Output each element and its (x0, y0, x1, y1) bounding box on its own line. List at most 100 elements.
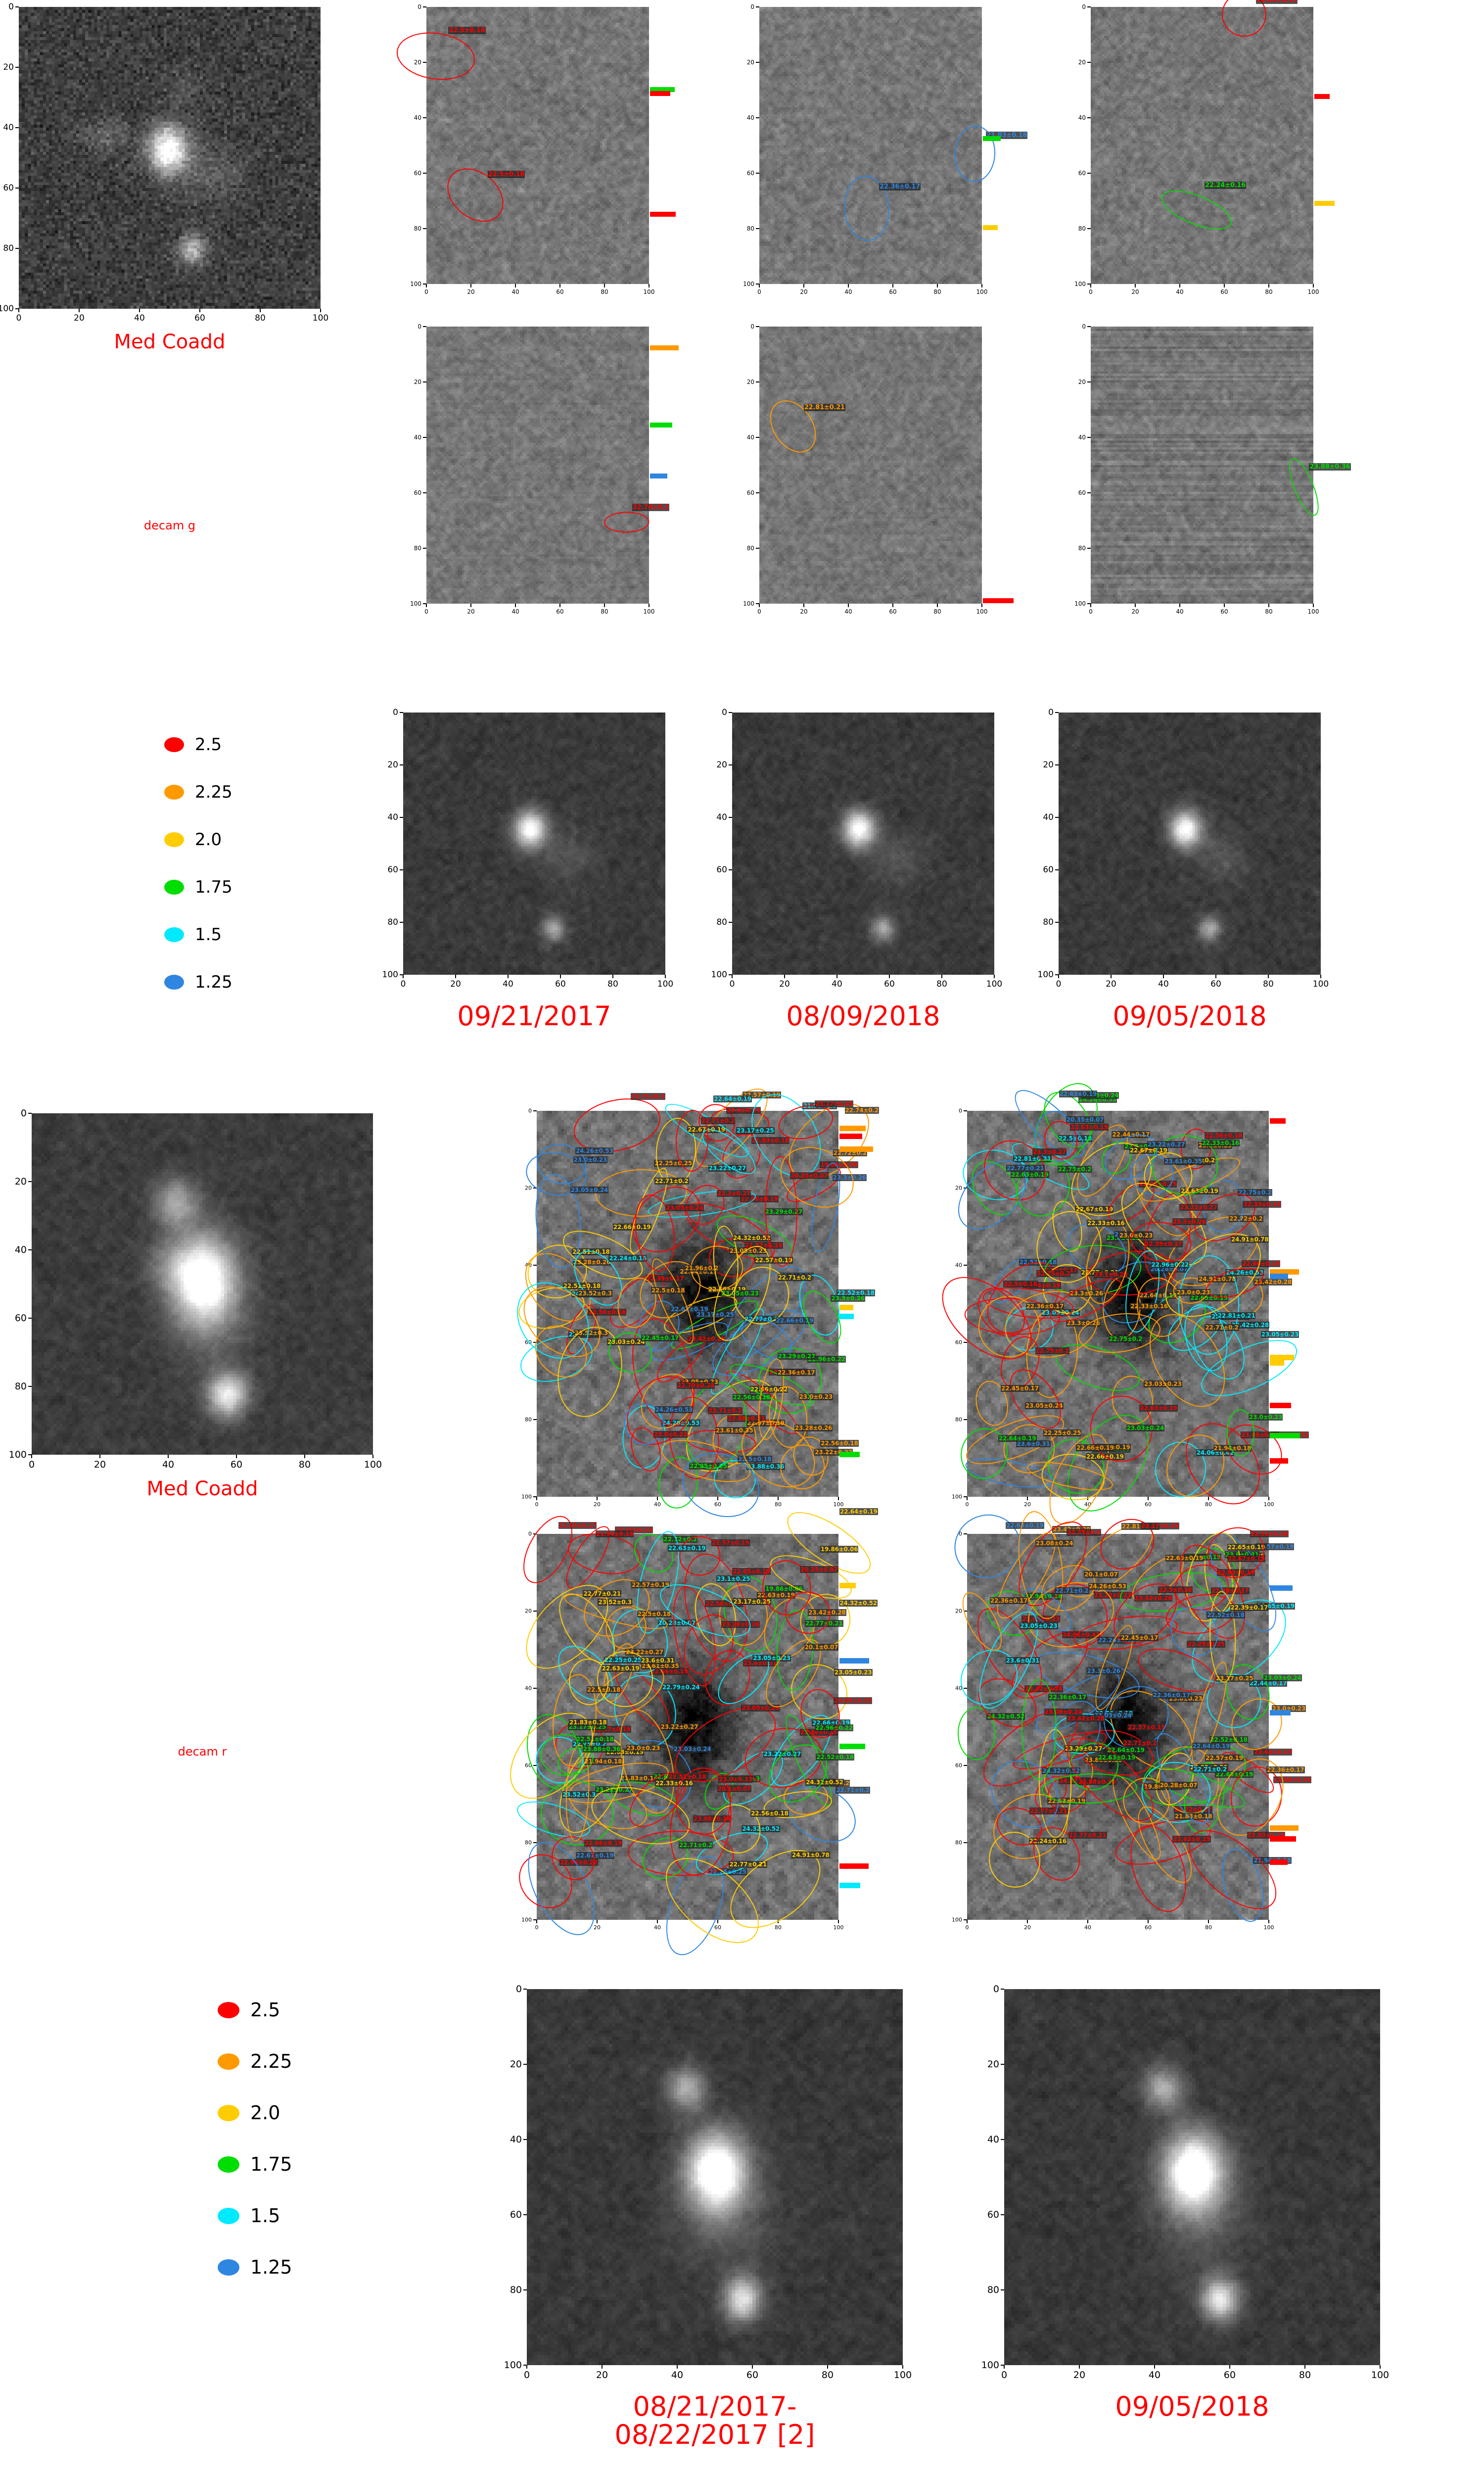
y-tick-label: 80 (716, 917, 727, 927)
magnitude-label: 23.42±0.28 (1024, 1685, 1063, 1693)
x-tick-label: 80 (255, 313, 266, 323)
magnitude-label: 22.72±0.2 (663, 1536, 698, 1543)
edge-marker-bar (1270, 1859, 1288, 1865)
y-tick-label: 40 (1078, 434, 1086, 441)
magnitude-label: 22.67±0.19 (1075, 1206, 1114, 1213)
edge-marker-bar (839, 1583, 856, 1589)
magnitude-label: 22.81±0.21 (803, 404, 845, 412)
magnitude-label: 24.32±0.52 (732, 1234, 771, 1241)
magnitude-label: 23.22±0.27 (708, 1165, 747, 1172)
magnitude-label: 22.77±0.21 (744, 1316, 783, 1323)
science-panel-r-1[interactable] (1004, 1989, 1380, 2365)
x-tick-label: 80 (933, 288, 941, 295)
magnitude-label: 22.57±0.19 (631, 1581, 670, 1589)
edge-marker-bar (1270, 1360, 1285, 1366)
magnitude-label: 22.96±0.22 (807, 1355, 846, 1363)
magnitude-label: 22.56±0.18 (820, 1439, 859, 1447)
diff-panel-g-r2-1[interactable] (759, 327, 982, 604)
x-tick-label: 40 (844, 288, 852, 295)
magnitude-label: 21.83±0.18 (569, 1719, 607, 1726)
y-tick-label: 100 (521, 1916, 532, 1923)
x-tick-label: 60 (884, 979, 895, 989)
epoch-label-g-0: 09/21/2017 (457, 1000, 611, 1032)
edge-marker-bar (1270, 1354, 1294, 1360)
magnitude-label: 22.5±0.18 (586, 1686, 621, 1694)
magnitude-label: 23.42±0.28 (808, 1609, 846, 1616)
magnitude-label: 24.32±0.52 (805, 1779, 844, 1786)
magnitude-label: 23.05±0.23 (729, 1247, 768, 1255)
magnitude-label: 24.91±0.78 (791, 1852, 830, 1859)
edge-marker-bar (1270, 1585, 1293, 1591)
magnitude-label: 22.77±0.21 (805, 1620, 843, 1627)
y-tick-label: 0 (959, 1530, 962, 1537)
science-panel-r-0[interactable] (527, 1989, 903, 2365)
y-tick-label: 20 (414, 379, 421, 385)
edge-marker-bar (839, 1313, 854, 1319)
coadd-caption-r: Med Coadd (146, 1477, 258, 1500)
magnitude-label: 22.67±0.19 (1227, 1555, 1266, 1563)
legend-color-swatch (218, 2259, 239, 2276)
magnitude-label: 22.39±0.17 (1211, 1587, 1250, 1595)
y-tick-label: 80 (1078, 225, 1086, 232)
diff-panel-g-r1-0[interactable] (426, 7, 649, 284)
x-tick-label: 100 (1307, 608, 1319, 615)
diff-panel-g-r1-2[interactable] (1091, 7, 1313, 284)
legend-color-swatch (164, 975, 184, 990)
magnitude-label: 22.36±0.17 (1152, 1691, 1191, 1699)
y-tick-label: 20 (955, 1608, 962, 1615)
x-tick-label: 20 (467, 288, 475, 295)
coadd-panel-g[interactable] (19, 7, 321, 309)
legend-color-swatch (164, 737, 184, 752)
diff-panel-r-r1-1[interactable] (967, 1111, 1269, 1497)
magnitude-label: 23.08±0.24 (1035, 1540, 1074, 1547)
x-tick-label: 60 (746, 2370, 759, 2380)
x-tick-label: 40 (1084, 1501, 1091, 1508)
magnitude-label: 23.52±0.3 (574, 1329, 608, 1336)
edge-marker-bar (839, 1883, 860, 1889)
magnitude-label: 22.71±0.2 (777, 1274, 812, 1282)
edge-marker-bar (1270, 1433, 1300, 1439)
diff-panel-g-r2-0[interactable] (426, 327, 649, 604)
x-tick-label: 0 (729, 979, 735, 989)
y-tick-label: 60 (955, 1762, 962, 1769)
x-tick-label: 80 (1205, 1501, 1212, 1508)
legend-item: 2.25 (218, 2050, 292, 2072)
science-panel-g-1[interactable] (732, 713, 994, 975)
legend-item: 1.25 (164, 972, 232, 992)
y-tick-label: 0 (8, 2, 14, 12)
legend-color-swatch (164, 832, 184, 847)
diff-panel-g-r2-2[interactable] (1091, 327, 1313, 604)
y-tick-label: 40 (525, 1685, 532, 1692)
magnitude-label: 22.65±0.19 (732, 1568, 771, 1575)
science-panel-g-0[interactable] (403, 713, 665, 975)
x-tick-label: 80 (1298, 2370, 1311, 2380)
x-tick-label: 20 (1024, 1924, 1031, 1931)
magnitude-label: 22.63±0.19 (601, 1665, 640, 1672)
x-tick-label: 60 (555, 979, 566, 989)
magnitude-label: 22.52±0.18 (1206, 1612, 1245, 1619)
y-tick-label: 20 (414, 59, 421, 66)
legend-label: 2.0 (250, 2102, 280, 2124)
epoch-label-g-1: 08/09/2018 (786, 1000, 940, 1032)
magnitude-label: 22.52±0.18 (836, 1289, 875, 1296)
x-tick-label: 40 (832, 979, 842, 989)
coadd-panel-r[interactable] (32, 1113, 373, 1455)
magnitude-label: 24.91±0.78 (1198, 1275, 1237, 1283)
magnitude-label: 22.52±0.18 (1019, 1259, 1058, 1266)
magnitude-label: 20.1±0.07 (1084, 1570, 1118, 1578)
y-tick-label: 20 (1043, 760, 1054, 770)
diff-panel-g-r1-1[interactable] (759, 7, 982, 284)
y-tick-label: 100 (8, 1449, 27, 1460)
science-panel-g-2[interactable] (1059, 713, 1321, 975)
y-tick-label: 60 (1043, 865, 1054, 875)
edge-marker-bar (1270, 1118, 1286, 1124)
y-tick-label: 60 (955, 1339, 962, 1346)
y-tick-label: 0 (417, 3, 421, 10)
magnitude-label: 23.05±0.24 (1024, 1402, 1064, 1410)
magnitude-label: 23.29±0.27 (764, 1208, 803, 1216)
y-tick-label: 80 (525, 1839, 532, 1846)
magnitude-label: 23.03±0.24 (673, 1746, 712, 1753)
magnitude-label: 19.86±0.06 (820, 1545, 859, 1553)
y-tick-label: 60 (746, 170, 754, 177)
band-label-g: decam g (143, 519, 196, 532)
